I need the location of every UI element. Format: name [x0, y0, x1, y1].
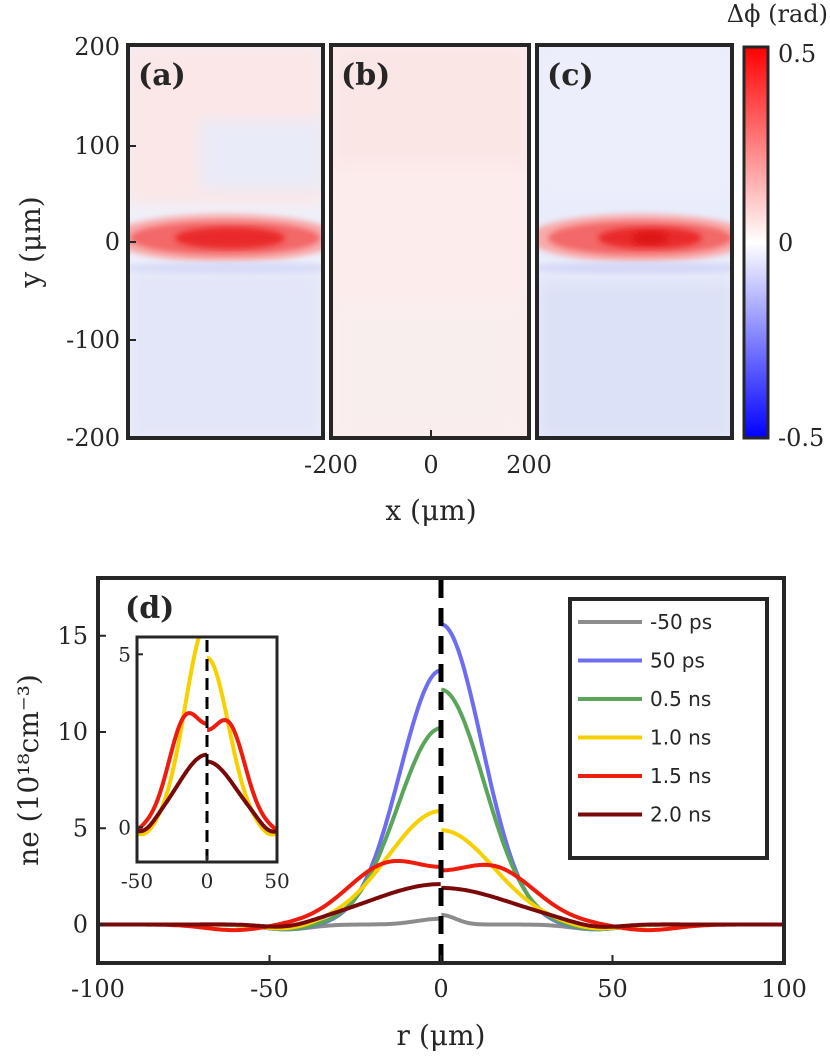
legend-label: 0.5 ns [650, 687, 711, 711]
heatmap-panel-c: (c) [535, 43, 734, 440]
heatmap-y-tick: 0 [105, 228, 120, 256]
y-tick-label: 10 [57, 718, 88, 746]
legend: -50 ps 50 ps 0.5 ns 1.0 ns 1.5 ns 2.0 ns [568, 597, 769, 860]
legend-label: 2.0 ns [650, 803, 711, 827]
heatmap-x-tick: -200 [304, 451, 358, 479]
series-line-right [441, 885, 784, 929]
heatmap-panel-b: (b) [329, 43, 531, 440]
inset-line-right [207, 717, 277, 832]
inset-x-tick-label: -50 [121, 869, 153, 893]
legend-item: 50 ps [578, 649, 705, 673]
panel-label-c: (c) [547, 58, 594, 93]
y-tick-label: 0 [73, 911, 88, 939]
series-2.0-ns [98, 882, 784, 929]
panel-label-a: (a) [138, 58, 186, 93]
heatmap-y-axis: 200 100 0 -100 -200 y (μm) [14, 33, 136, 452]
x-tick-label: 0 [433, 975, 448, 1003]
legend-label: 1.0 ns [650, 726, 711, 750]
heatmap-y-tick: 200 [74, 33, 120, 61]
inset-plot: -50 0 50 0 5 [118, 635, 290, 893]
x-tick-label: 50 [597, 975, 628, 1003]
inset-x-tick-label: 0 [201, 869, 214, 893]
legend-item: -50 ps [578, 610, 712, 634]
colorbar-label: Δϕ (rad) [727, 0, 828, 28]
inset-y-tick-label: 0 [118, 815, 131, 839]
inset-x-tick-label: 50 [264, 869, 289, 893]
profile-y-label: ne (10¹⁸cm⁻³) [12, 674, 45, 866]
inset-series-1.5-ns [137, 711, 277, 832]
y-tick-label: 15 [57, 622, 88, 650]
inset-y-tick-label: 5 [118, 642, 131, 666]
x-tick-label: -50 [250, 975, 289, 1003]
legend-item: 2.0 ns [578, 803, 711, 827]
legend-item: 1.0 ns [578, 726, 711, 750]
heatmap-x-tick: 0 [423, 451, 438, 479]
profile-x-label: r (μm) [397, 1019, 486, 1052]
inset-line-right [207, 759, 277, 834]
x-tick-label: -100 [71, 975, 125, 1003]
colorbar-tick: -0.5 [778, 424, 824, 452]
inset-series-1.0-ns [137, 637, 277, 837]
legend-item: 1.5 ns [578, 764, 711, 788]
heatmap-y-label: y (μm) [14, 196, 47, 288]
heatmap-y-tick: -200 [66, 424, 120, 452]
legend-label: 50 ps [650, 649, 705, 673]
heatmap-x-axis: -200 0 200 x (μm) [304, 430, 552, 527]
inset-series-2.0-ns [137, 752, 277, 834]
heatmap-panel-a: (a) [126, 43, 325, 440]
inset-line-right [206, 655, 277, 837]
inset-line-left [137, 711, 207, 832]
series-line-left [98, 882, 441, 929]
legend-label: 1.5 ns [650, 764, 711, 788]
inset-line-left [137, 637, 202, 837]
legend-item: 0.5 ns [578, 687, 711, 711]
y-tick-label: 5 [73, 814, 88, 842]
x-tick-label: 100 [761, 975, 807, 1003]
inset-line-left [137, 752, 207, 834]
heatmap-x-tick: 200 [506, 451, 552, 479]
panel-label-b: (b) [341, 58, 390, 93]
heatmap-y-tick: 100 [74, 132, 120, 160]
heatmap-y-tick: -100 [66, 326, 120, 354]
legend-label: -50 ps [650, 610, 712, 634]
colorbar: Δϕ (rad) 0.5 0 -0.5 [727, 0, 828, 452]
heatmap-x-label: x (μm) [385, 494, 476, 527]
colorbar-tick: 0 [778, 229, 793, 257]
panel-label-d: (d) [125, 591, 174, 626]
colorbar-tick: 0.5 [778, 40, 816, 68]
